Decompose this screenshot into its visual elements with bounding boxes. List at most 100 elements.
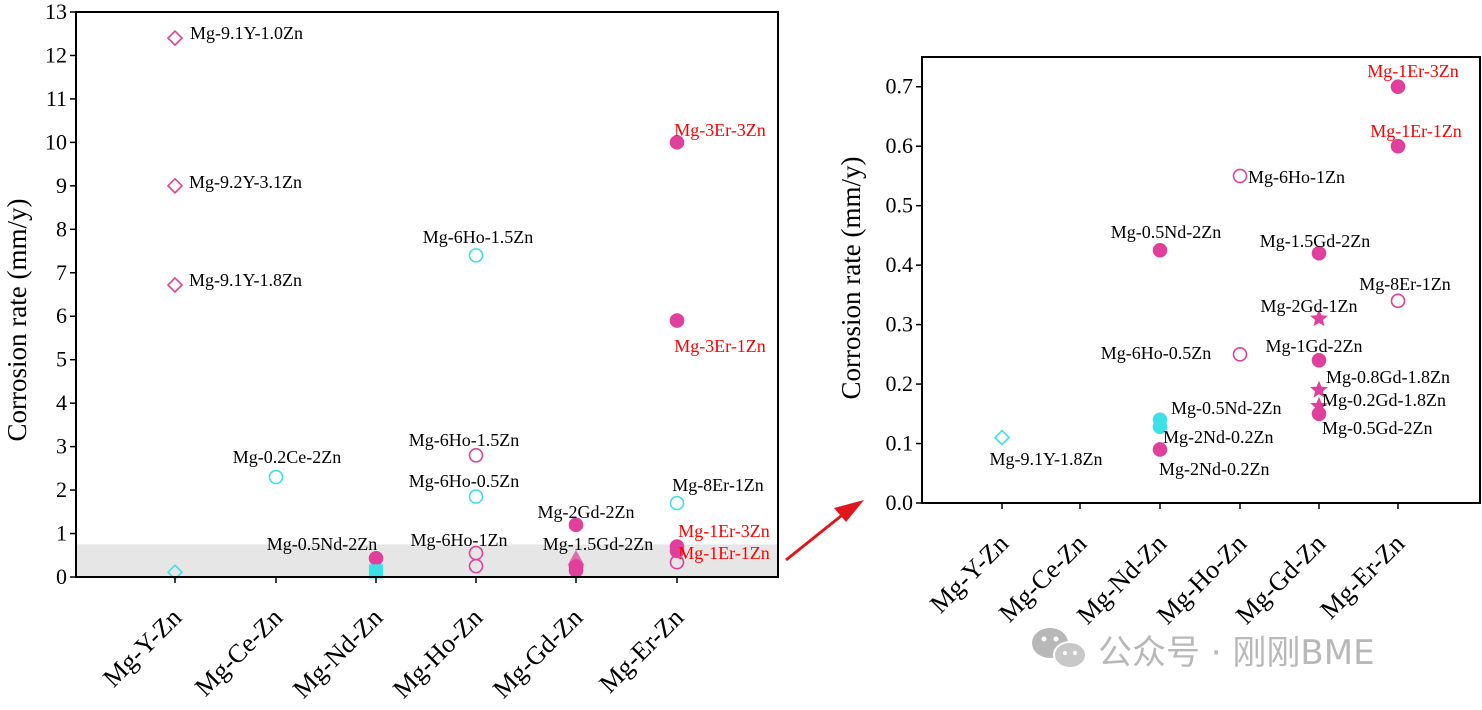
data-label: Mg-0.2Ce-2Zn [233,447,341,467]
data-point [1232,168,1248,184]
right-plot-frame [921,56,1481,504]
category-label: Mg-Er-Zn [594,603,690,699]
data-point [166,177,184,194]
data-label: Mg-9.1Y-1.0Zn [190,23,303,43]
data-label: Mg-2Nd-0.2Zn [1163,427,1274,447]
data-label: Mg-6Ho-0.5Zn [1101,343,1212,363]
data-label: Mg-3Er-1Zn [674,336,766,356]
data-point [468,558,484,574]
data-label: Mg-1Er-1Zn [1370,121,1462,141]
y-tick-label: 3 [56,434,67,459]
data-point [568,517,584,533]
data-label: Mg-1Er-3Zn [678,521,770,541]
right-data-points: Mg-9.1Y-1.8Zn Mg-0.5Nd-2Zn Mg-0.5Nd-2Zn Mg-… [990,61,1462,479]
y-tick-label: 0.4 [886,252,914,277]
data-label: Mg-9.1Y-1.8Zn [990,449,1103,469]
watermark: 公众号 · 刚刚BME [1032,628,1375,673]
data-label: Mg-0.2Gd-1.8Zn [1322,390,1446,410]
data-label: Mg-6Ho-1.5Zn [423,227,534,247]
data-label: Mg-8Er-1Zn [1359,274,1451,294]
left-data-points: Mg-9.1Y-1.0Zn Mg-9.2Y-3.1Zn Mg-9.1Y-1.8Zn M… [166,23,770,581]
data-label: Mg-6Ho-1.5Zn [409,430,520,450]
data-point [1311,352,1327,368]
data-label: Mg-2Gd-1Zn [1261,296,1358,316]
data-point [166,276,184,294]
y-tick-label: 1 [56,521,67,546]
category-label: Mg-Y-Zn [97,603,187,693]
data-label: Mg-0.5Nd-2Zn [1171,398,1282,418]
data-point [993,429,1011,446]
y-tick-label: 0.1 [886,431,914,456]
data-point [1152,442,1168,457]
data-label: Mg-8Er-1Zn [672,475,764,495]
category-label: Mg-Ho-Zn [387,603,488,704]
zoom-arrow-line [785,510,847,562]
right-chart-panel: 0.00.10.20.30.40.50.60.7 Mg-9.1Y-1.8ZnMg… [836,56,1481,630]
data-point [1152,419,1168,435]
y-tick-label: 2 [56,477,67,502]
data-point [166,29,184,47]
y-tick-label: 5 [56,347,67,372]
data-label: Mg-9.2Y-3.1Zn [189,172,302,192]
data-label: Mg-1Gd-2Zn [1266,336,1363,356]
data-point [1390,138,1406,154]
data-label: Mg-0.5Nd-2Zn [267,534,378,554]
data-point [468,489,484,504]
data-point [468,448,484,463]
data-point [669,313,685,328]
y-tick-label: 12 [45,42,67,67]
zoom-arrow [785,500,864,562]
data-point [368,564,384,579]
y-tick-label: 0.0 [886,490,914,515]
zoom-arrow-head [834,500,864,522]
data-label: Mg-2Gd-2Zn [538,502,635,522]
y-tick-label: 4 [56,390,67,415]
data-point [1390,79,1406,95]
data-point [468,248,484,263]
zoom-highlight-band [76,544,778,577]
data-point [1310,380,1328,398]
y-tick-label: 0.3 [886,312,914,337]
y-tick-label: 7 [56,260,67,285]
right-category-labels: Mg-Y-ZnMg-Ce-ZnMg-Nd-ZnMg-Ho-ZnMg-Gd-ZnM… [924,503,1410,630]
right-y-axis-title: Corrosion rate (mm/y) [836,157,866,400]
left-y-axis-title: Corrosion rate (mm/y) [2,199,32,442]
data-point [669,135,685,150]
data-label: Mg-6Ho-1Zn [411,530,508,550]
data-label: Mg-1Er-3Zn [1367,61,1459,81]
category-label: Mg-Ce-Zn [189,603,288,702]
y-tick-label: 13 [45,0,67,24]
data-label: Mg-6Ho-0.5Zn [409,471,520,491]
watermark-text: 公众号 · 刚刚BME [1098,633,1375,673]
data-point [1232,347,1248,362]
data-point [669,554,685,570]
category-label: Mg-Gd-Zn [487,603,588,704]
data-point [1390,293,1406,309]
wechat-icon [1032,628,1087,669]
data-point [669,495,685,511]
data-label: Mg-1.5Gd-2Zn [543,534,654,554]
data-label: Mg-1.5Gd-2Zn [1260,231,1371,251]
data-label: Mg-6Ho-1Zn [1248,167,1345,187]
y-tick-label: 0.2 [886,371,914,396]
y-tick-label: 0 [56,564,67,589]
y-tick-label: 10 [45,129,67,154]
data-point [669,543,685,559]
data-label: Mg-3Er-3Zn [674,120,766,140]
y-tick-label: 11 [46,86,67,111]
data-label: Mg-2Nd-0.2Zn [1159,459,1270,479]
y-tick-label: 0.7 [886,74,914,99]
y-tick-label: 9 [56,173,67,198]
y-tick-label: 0.6 [886,133,914,158]
data-point [1311,245,1327,261]
data-label: Mg-0.5Gd-2Zn [1322,418,1433,438]
data-label: Mg-1Er-1Zn [678,543,770,563]
category-label: Mg-Er-Zn [1315,529,1411,625]
data-label: Mg-0.5Nd-2Zn [1111,222,1222,242]
left-plot-frame [75,11,779,578]
data-point [1152,242,1168,258]
